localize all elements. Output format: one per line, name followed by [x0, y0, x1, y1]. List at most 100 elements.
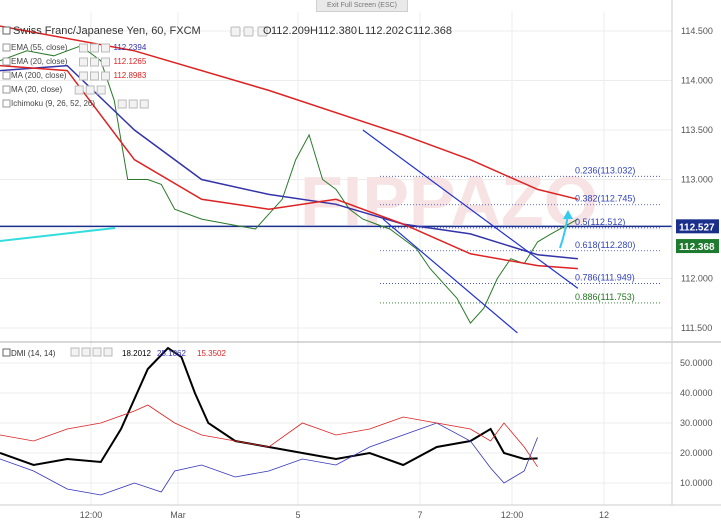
fib-level-label: 0.786(111.949)	[575, 273, 635, 283]
dmi-adx-value: 18.2012	[122, 349, 151, 358]
ohlc-low: 112.202	[365, 25, 404, 37]
price-channel[interactable]	[362, 129, 579, 334]
legend-action-icon[interactable]	[79, 71, 88, 81]
time-tick-label: 12:00	[501, 510, 524, 520]
legend-action-icon[interactable]	[101, 57, 110, 67]
dmi-action-icon[interactable]	[70, 347, 80, 357]
price-tick-label: 113.000	[681, 175, 713, 185]
time-tick-label: Mar	[170, 510, 186, 520]
dmi-label: DMI (14, 14)	[11, 349, 56, 358]
settings-icon[interactable]	[243, 26, 254, 37]
ohlc-high: 112.380	[318, 25, 357, 37]
legend-action-icon[interactable]	[79, 43, 88, 53]
ohlc-o-label: O	[263, 25, 272, 37]
ohlc-close: 112.368	[413, 25, 452, 37]
legend-action-icon[interactable]	[117, 99, 127, 109]
dmi-tick-label: 10.0000	[680, 478, 713, 488]
dmi-plus-di-value: 25.1862	[157, 349, 186, 358]
dmi-axis[interactable]: 50.0000 40.0000 30.0000 20.0000 10.0000	[680, 358, 713, 488]
legend-action-icon[interactable]	[90, 71, 99, 81]
series-line-0	[0, 45, 579, 324]
legend-collapse-icon[interactable]	[2, 57, 11, 66]
time-axis[interactable]: 12:00 Mar 5 7 12:00 12	[80, 510, 609, 520]
symbol-title: Swiss Franc/Japanese Yen, 60, FXCM	[13, 25, 201, 37]
collapse-icon[interactable]	[2, 26, 11, 35]
legend-action-icon[interactable]	[90, 43, 99, 53]
legend-action-icon[interactable]	[96, 85, 106, 95]
fib-level-label: 0.236(113.032)	[575, 165, 635, 175]
legend-value: 112.8983	[114, 71, 147, 80]
legend-label: MA (200, close)	[11, 71, 67, 80]
dmi-tick-label: 40.0000	[680, 388, 713, 398]
dmi-series-1	[0, 422, 538, 496]
dmi-action-icon[interactable]	[92, 347, 102, 357]
ohlc-l-label: L	[358, 25, 364, 37]
price-badge	[676, 239, 719, 254]
cyan-trendline[interactable]	[0, 227, 116, 242]
ohlc-c-label: C	[405, 25, 413, 37]
price-badge-label: 112.368	[679, 242, 715, 253]
fib-level-label: 0.382(112.745)	[575, 194, 635, 204]
legend-value: 112.1265	[114, 57, 147, 66]
price-tick-label: 112.000	[681, 274, 713, 284]
channel-lower-line[interactable]	[382, 218, 518, 334]
time-tick-label: 12:00	[80, 510, 103, 520]
fib-level-label: 0.5(112.512)	[575, 217, 625, 227]
watermark-text: FIPPAZO	[300, 162, 598, 240]
legend-label: EMA (55, close)	[11, 43, 68, 52]
time-tick-label: 7	[417, 510, 422, 520]
dmi-series	[0, 346, 538, 496]
dmi-collapse-icon[interactable]	[2, 348, 11, 357]
dmi-action-icon[interactable]	[81, 347, 91, 357]
indicator-legend[interactable]: EMA (55, close) 112.2394 EMA (20, close) 11…	[2, 43, 149, 109]
price-tick-label: 113.500	[681, 125, 713, 135]
fib-level-label: 0.886(111.753)	[575, 292, 635, 302]
legend-action-icon[interactable]	[128, 99, 138, 109]
legend-value: 112.2394	[114, 43, 147, 52]
ohlc-open: 112.209	[271, 25, 310, 37]
channel-upper-line[interactable]	[362, 129, 579, 289]
legend-action-icon[interactable]	[139, 99, 149, 109]
dmi-minus-di-value: 15.3502	[197, 349, 226, 358]
legend-action-icon[interactable]	[101, 71, 110, 81]
price-tick-label: 114.500	[681, 26, 713, 36]
series-line-1	[0, 64, 578, 260]
fibonacci-levels[interactable]: 0.236(113.032) 0.382(112.745) 0.5(112.512)…	[380, 165, 660, 304]
legend-action-icon[interactable]	[79, 57, 88, 67]
dmi-action-icon[interactable]	[103, 347, 113, 357]
header-action-icons[interactable]	[230, 26, 268, 37]
price-badges: 112.527 112.368	[676, 219, 719, 254]
legend-collapse-icon[interactable]	[2, 85, 11, 94]
price-badge	[676, 219, 719, 234]
dmi-tick-label: 20.0000	[680, 448, 713, 458]
time-tick-label: 5	[295, 510, 300, 520]
legend-action-icon[interactable]	[85, 85, 95, 95]
dmi-action-icons[interactable]	[70, 347, 113, 357]
time-tick-label: 12	[599, 510, 609, 520]
series-line-3	[0, 25, 579, 201]
ohlc-h-label: H	[310, 25, 318, 37]
dmi-tick-label: 30.0000	[680, 418, 713, 428]
legend-label: EMA (20, close)	[11, 57, 68, 66]
dmi-header: DMI (14, 14) 18.2012 25.1862 15.3502	[2, 347, 226, 358]
legend-label: MA (20, close)	[11, 85, 62, 94]
legend-action-icon[interactable]	[90, 57, 99, 67]
fib-level-label: 0.618(112.280)	[575, 240, 635, 250]
dmi-tick-label: 50.0000	[680, 358, 713, 368]
legend-action-icon[interactable]	[74, 85, 84, 95]
dmi-series-2	[0, 404, 538, 468]
exit-fullscreen-button[interactable]: Exit Full Screen (ESC)	[316, 0, 408, 12]
legend-collapse-icon[interactable]	[2, 43, 11, 52]
price-badge-label: 112.527	[679, 222, 715, 233]
legend-collapse-icon[interactable]	[2, 71, 11, 80]
close-icon[interactable]	[257, 26, 268, 37]
price-tick-label: 111.500	[681, 323, 712, 333]
price-tick-label: 114.000	[681, 76, 713, 86]
series-line-2	[0, 64, 578, 270]
eye-icon[interactable]	[230, 26, 241, 37]
price-series	[0, 25, 579, 324]
legend-action-icon[interactable]	[101, 43, 110, 53]
chart-header: Swiss Franc/Japanese Yen, 60, FXCM O 112…	[2, 25, 452, 37]
legend-collapse-icon[interactable]	[2, 99, 11, 108]
